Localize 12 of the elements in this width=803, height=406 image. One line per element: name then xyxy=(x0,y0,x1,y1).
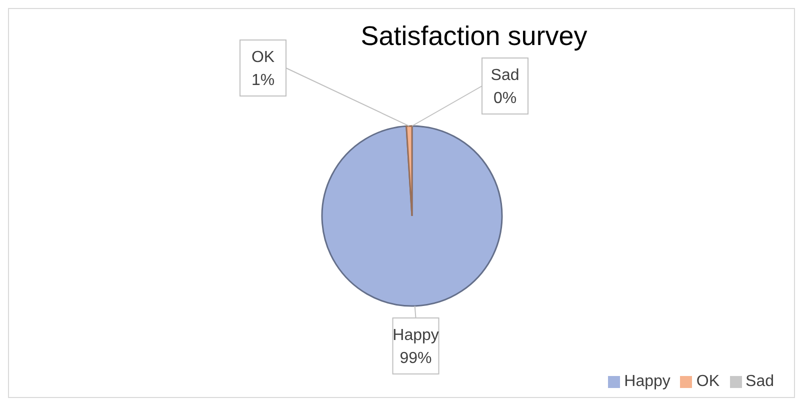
category-label: Sad xyxy=(490,67,520,84)
text: 0% xyxy=(493,90,517,107)
data-label: 99% xyxy=(400,350,432,367)
legend-label: OK xyxy=(696,373,720,390)
legend-label: Sad xyxy=(746,373,774,390)
pie-slice xyxy=(321,125,503,307)
data-label: 1% xyxy=(251,72,275,89)
pie-slice xyxy=(406,125,413,217)
slice-label: Happy xyxy=(392,326,439,344)
slice-label: OK xyxy=(251,49,275,66)
chart-title: Satisfaction survey xyxy=(360,21,588,51)
legend-label: Happy xyxy=(624,373,670,390)
